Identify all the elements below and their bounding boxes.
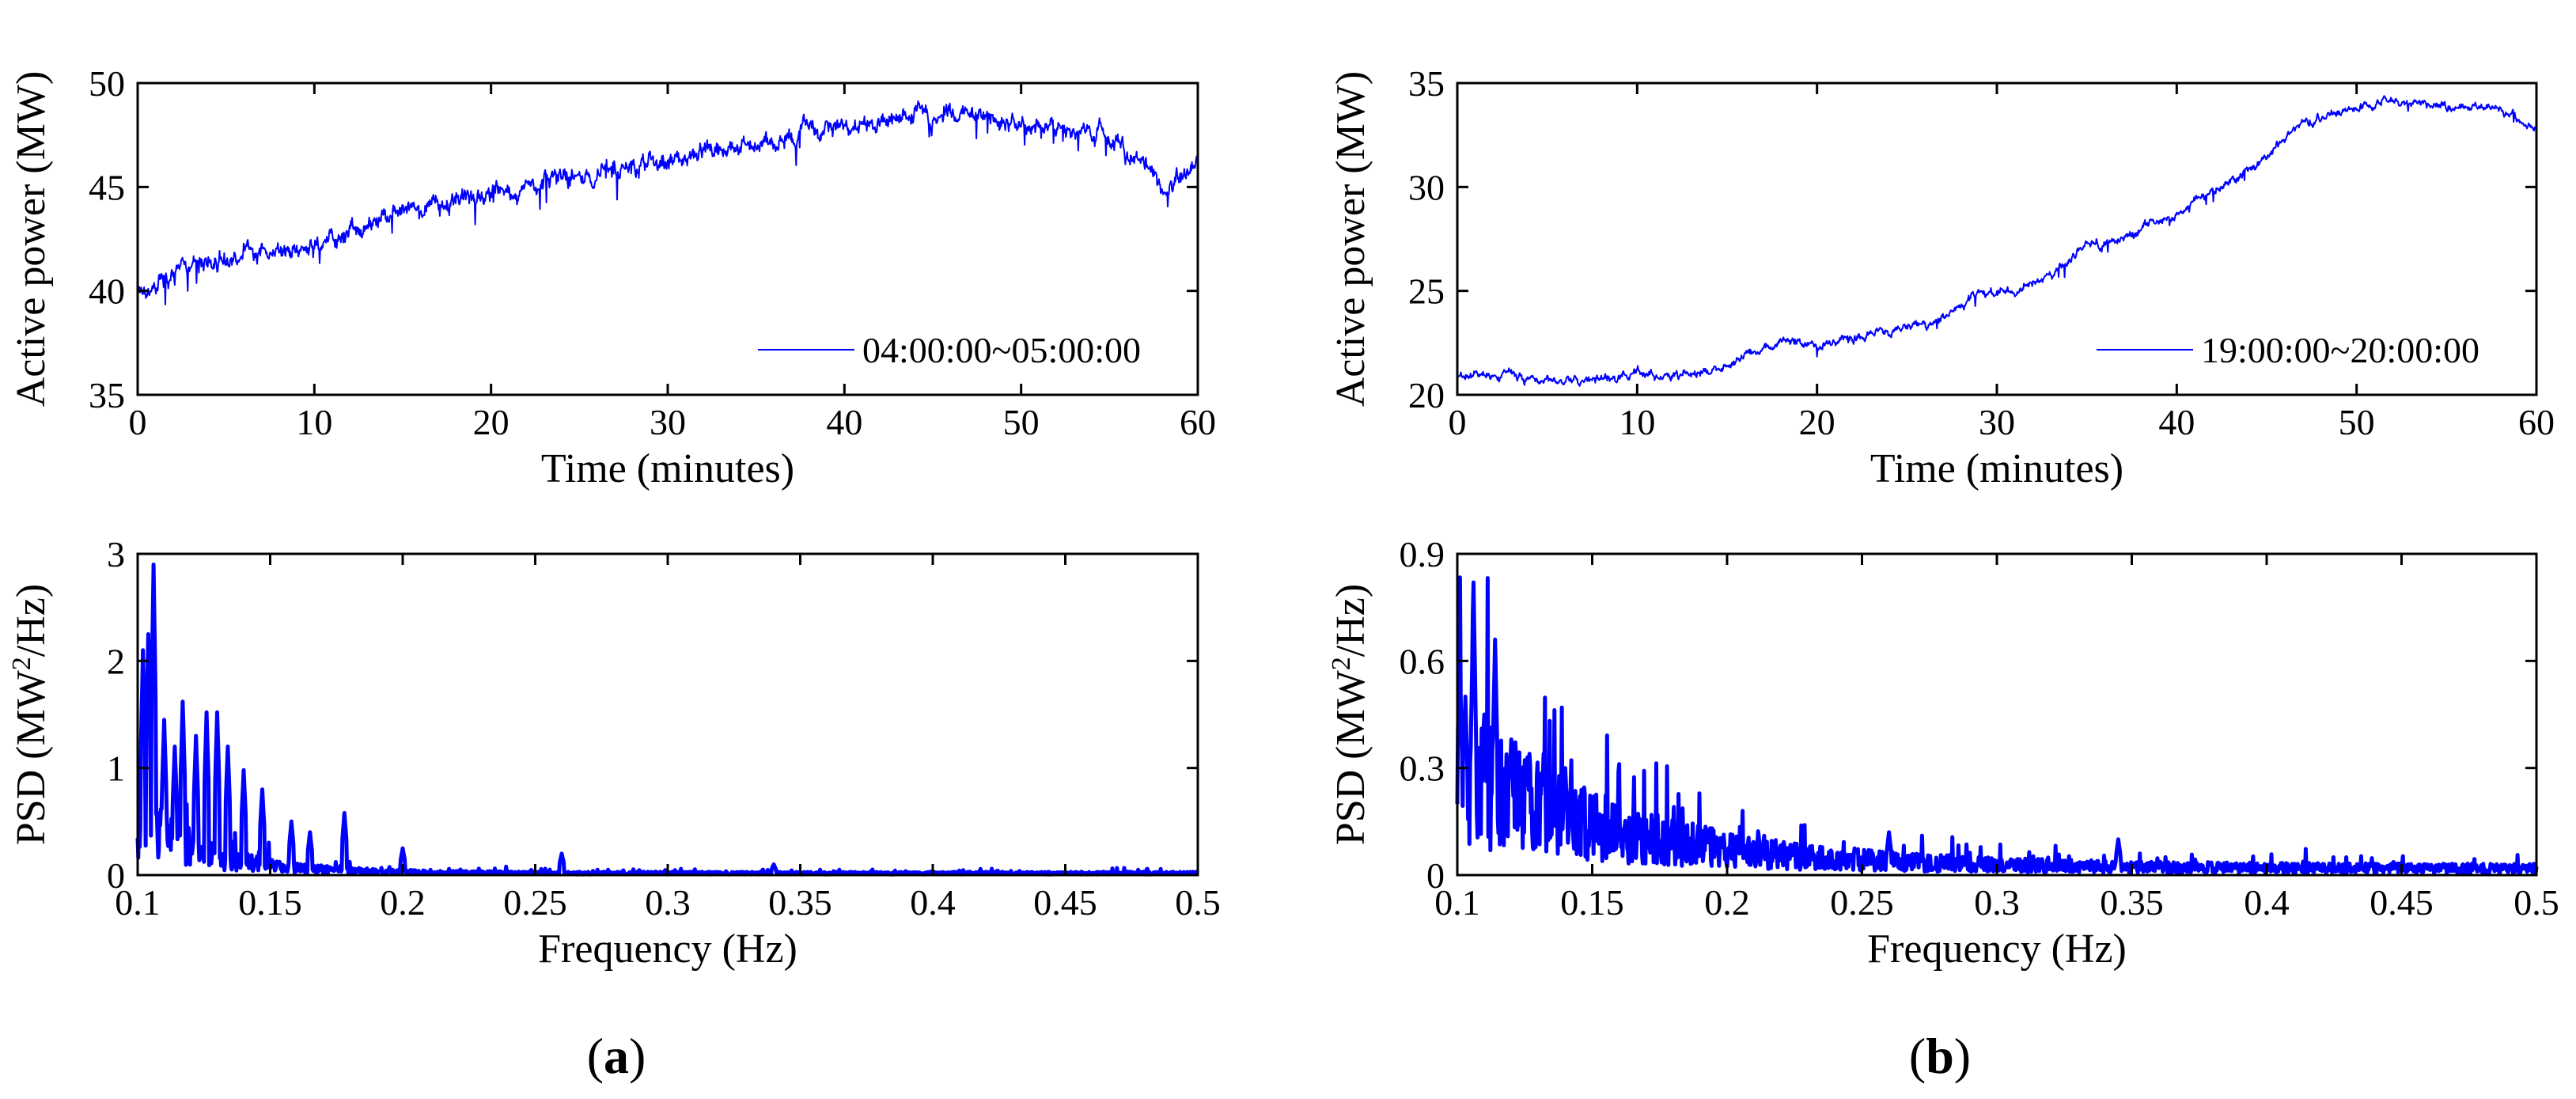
x-tick-label: 0.15 bbox=[1560, 882, 1624, 923]
panel-label-a-letter: a bbox=[604, 1028, 629, 1084]
x-tick-label: 0.25 bbox=[1830, 882, 1894, 923]
x-tick-label: 40 bbox=[826, 402, 862, 442]
y-tick-label: 1 bbox=[107, 748, 125, 789]
panel-label-b-letter: b bbox=[1926, 1028, 1954, 1084]
x-tick-label: 0.1 bbox=[115, 882, 161, 923]
legend: 04:00:00~05:00:00 bbox=[745, 320, 1188, 379]
x-tick-label: 20 bbox=[1799, 402, 1835, 442]
x-axis-label: Frequency (Hz) bbox=[1867, 927, 2127, 972]
y-tick-label: 50 bbox=[89, 63, 125, 104]
x-axis-label: Time (minutes) bbox=[541, 446, 794, 491]
series-line bbox=[1457, 95, 2537, 387]
series-line bbox=[1455, 575, 2539, 876]
legend-label: 04:00:00~05:00:00 bbox=[862, 330, 1141, 370]
x-tick-label: 60 bbox=[1180, 402, 1216, 442]
x-axis-label: Time (minutes) bbox=[1870, 446, 2123, 491]
x-tick-label: 0.15 bbox=[238, 882, 302, 923]
plot-frame bbox=[136, 552, 1199, 877]
panel-label-b: (b) bbox=[1909, 1028, 1971, 1084]
x-tick-label: 0.35 bbox=[768, 882, 832, 923]
x-tick-label: 0.3 bbox=[645, 882, 691, 923]
y-tick-label: 0.6 bbox=[1400, 641, 1445, 681]
y-tick-label: 25 bbox=[1408, 271, 1445, 312]
y-tick-label: 0 bbox=[1426, 855, 1445, 896]
series-line bbox=[135, 563, 1199, 877]
x-tick-label: 0.3 bbox=[1974, 882, 2020, 923]
x-tick-label: 0.1 bbox=[1434, 882, 1480, 923]
x-tick-label: 50 bbox=[1003, 402, 1040, 442]
x-tick-label: 50 bbox=[2339, 402, 2375, 442]
x-tick-label: 60 bbox=[2518, 402, 2555, 442]
legend: 19:00:00~20:00:00 bbox=[2084, 320, 2527, 379]
y-tick-label: 2 bbox=[107, 641, 125, 681]
y-tick-label: 0 bbox=[107, 855, 125, 896]
x-tick-label: 0.4 bbox=[2244, 882, 2290, 923]
x-tick-label: 0.5 bbox=[2513, 882, 2559, 923]
y-tick-label: 45 bbox=[89, 167, 125, 207]
x-tick-label: 0.25 bbox=[503, 882, 567, 923]
y-axis-label: Active power (MW) bbox=[1328, 71, 1373, 407]
x-tick-label: 0.4 bbox=[910, 882, 956, 923]
x-tick-label: 0.2 bbox=[380, 882, 426, 923]
x-tick-label: 0.35 bbox=[2100, 882, 2164, 923]
x-tick-label: 0 bbox=[1449, 402, 1467, 442]
x-tick-label: 0.2 bbox=[1704, 882, 1750, 923]
chart-psd-b: 0.1 0.15 0.2 0.25 0.3 0.35 0.4 0.45 0.5 0 0.3 0.6 0.… bbox=[1327, 534, 2559, 972]
chart-psd-a: 0.1 0.15 0.2 0.25 0.3 0.35 0.4 0.45 0.5 0 1 2 3 Frequ… bbox=[7, 534, 1221, 972]
legend-label: 19:00:00~20:00:00 bbox=[2201, 330, 2479, 370]
y-tick-label: 35 bbox=[89, 375, 125, 415]
y-axis-label: Active power (MW) bbox=[9, 71, 54, 407]
y-tick-label: 40 bbox=[89, 271, 125, 312]
x-tick-label: 30 bbox=[1979, 402, 2015, 442]
x-tick-label: 20 bbox=[473, 402, 510, 442]
y-tick-label: 3 bbox=[107, 534, 125, 574]
y-axis-label: PSD (MW2/Hz) bbox=[1327, 584, 1374, 845]
y-axis-label: PSD (MW2/Hz) bbox=[7, 584, 55, 845]
series-line bbox=[137, 100, 1199, 305]
panel-label-a: (a) bbox=[587, 1028, 646, 1084]
chart-power-b: 0 10 20 30 40 50 60 20 25 30 35 Time (minutes) Activ… bbox=[1328, 63, 2555, 491]
x-tick-label: 40 bbox=[2158, 402, 2195, 442]
y-tick-label: 0.9 bbox=[1400, 534, 1445, 574]
y-tick-label: 20 bbox=[1408, 375, 1445, 415]
x-tick-label: 0 bbox=[129, 402, 147, 442]
y-tick-label: 35 bbox=[1408, 63, 1445, 104]
x-axis-label: Frequency (Hz) bbox=[538, 927, 797, 972]
y-tick-label: 0.3 bbox=[1400, 748, 1445, 789]
x-tick-label: 0.45 bbox=[2370, 882, 2434, 923]
chart-power-a: 0 10 20 30 40 50 60 35 40 45 50 Time (minutes) Activ… bbox=[9, 63, 1216, 491]
y-tick-label: 30 bbox=[1408, 167, 1445, 207]
x-tick-label: 10 bbox=[1619, 402, 1655, 442]
x-tick-label: 0.45 bbox=[1033, 882, 1097, 923]
x-tick-label: 0.5 bbox=[1175, 882, 1221, 923]
x-tick-label: 30 bbox=[650, 402, 686, 442]
x-tick-label: 10 bbox=[296, 402, 332, 442]
